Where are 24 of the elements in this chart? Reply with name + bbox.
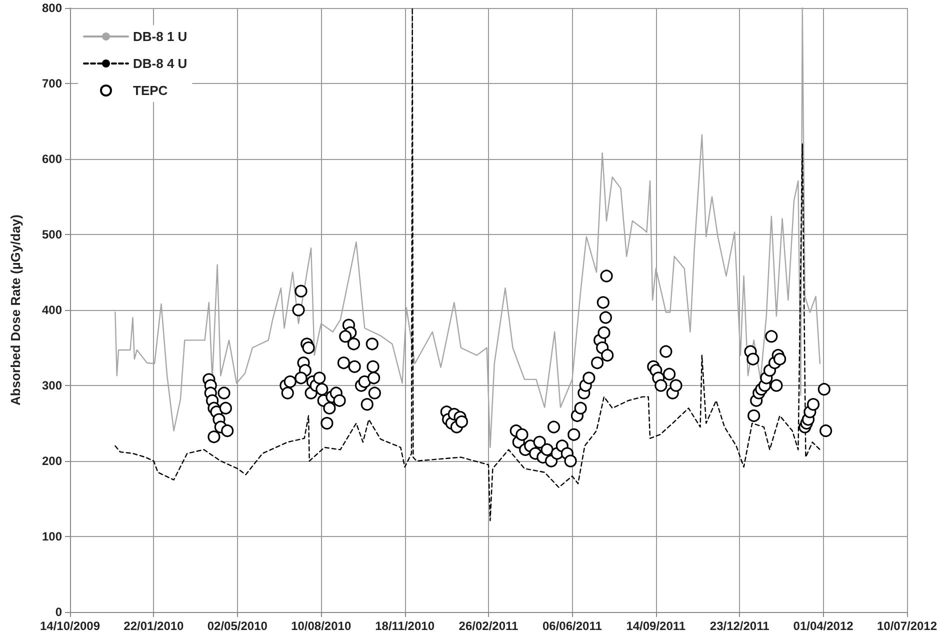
x-tick-label: 26/02/2011 xyxy=(458,619,519,633)
y-axis-title: Absorbed Dose Rate (µGy/day) xyxy=(8,214,23,406)
legend-label: DB-8 4 U xyxy=(133,56,188,71)
y-tick-label: 200 xyxy=(42,454,62,468)
legend-label: DB-8 1 U xyxy=(133,29,188,44)
x-tick-label: 22/01/2010 xyxy=(124,619,184,633)
x-tick-label: 18/11/2010 xyxy=(375,619,435,633)
x-tick-label: 10/08/2010 xyxy=(291,619,352,633)
x-tick-label: 06/06/2011 xyxy=(542,619,602,633)
y-tick-label: 100 xyxy=(42,530,62,544)
x-tick-label: 23/12/2011 xyxy=(710,619,770,633)
x-tick-label: 01/04/2012 xyxy=(793,619,854,633)
y-tick-label: 400 xyxy=(42,303,62,317)
y-tick-label: 800 xyxy=(42,1,62,15)
x-tick-label: 02/05/2010 xyxy=(207,619,268,633)
y-tick-label: 600 xyxy=(42,152,62,166)
legend-label: TEPC xyxy=(133,83,168,98)
x-tick-label: 10/07/2012 xyxy=(876,619,938,633)
x-tick-label: 14/10/2009 xyxy=(40,619,100,633)
y-tick-label: 0 xyxy=(55,605,62,619)
x-tick-label: 14/09/2011 xyxy=(626,619,686,633)
y-tick-label: 500 xyxy=(42,228,62,242)
y-tick-label: 300 xyxy=(42,378,62,392)
y-tick-label: 700 xyxy=(42,76,62,90)
